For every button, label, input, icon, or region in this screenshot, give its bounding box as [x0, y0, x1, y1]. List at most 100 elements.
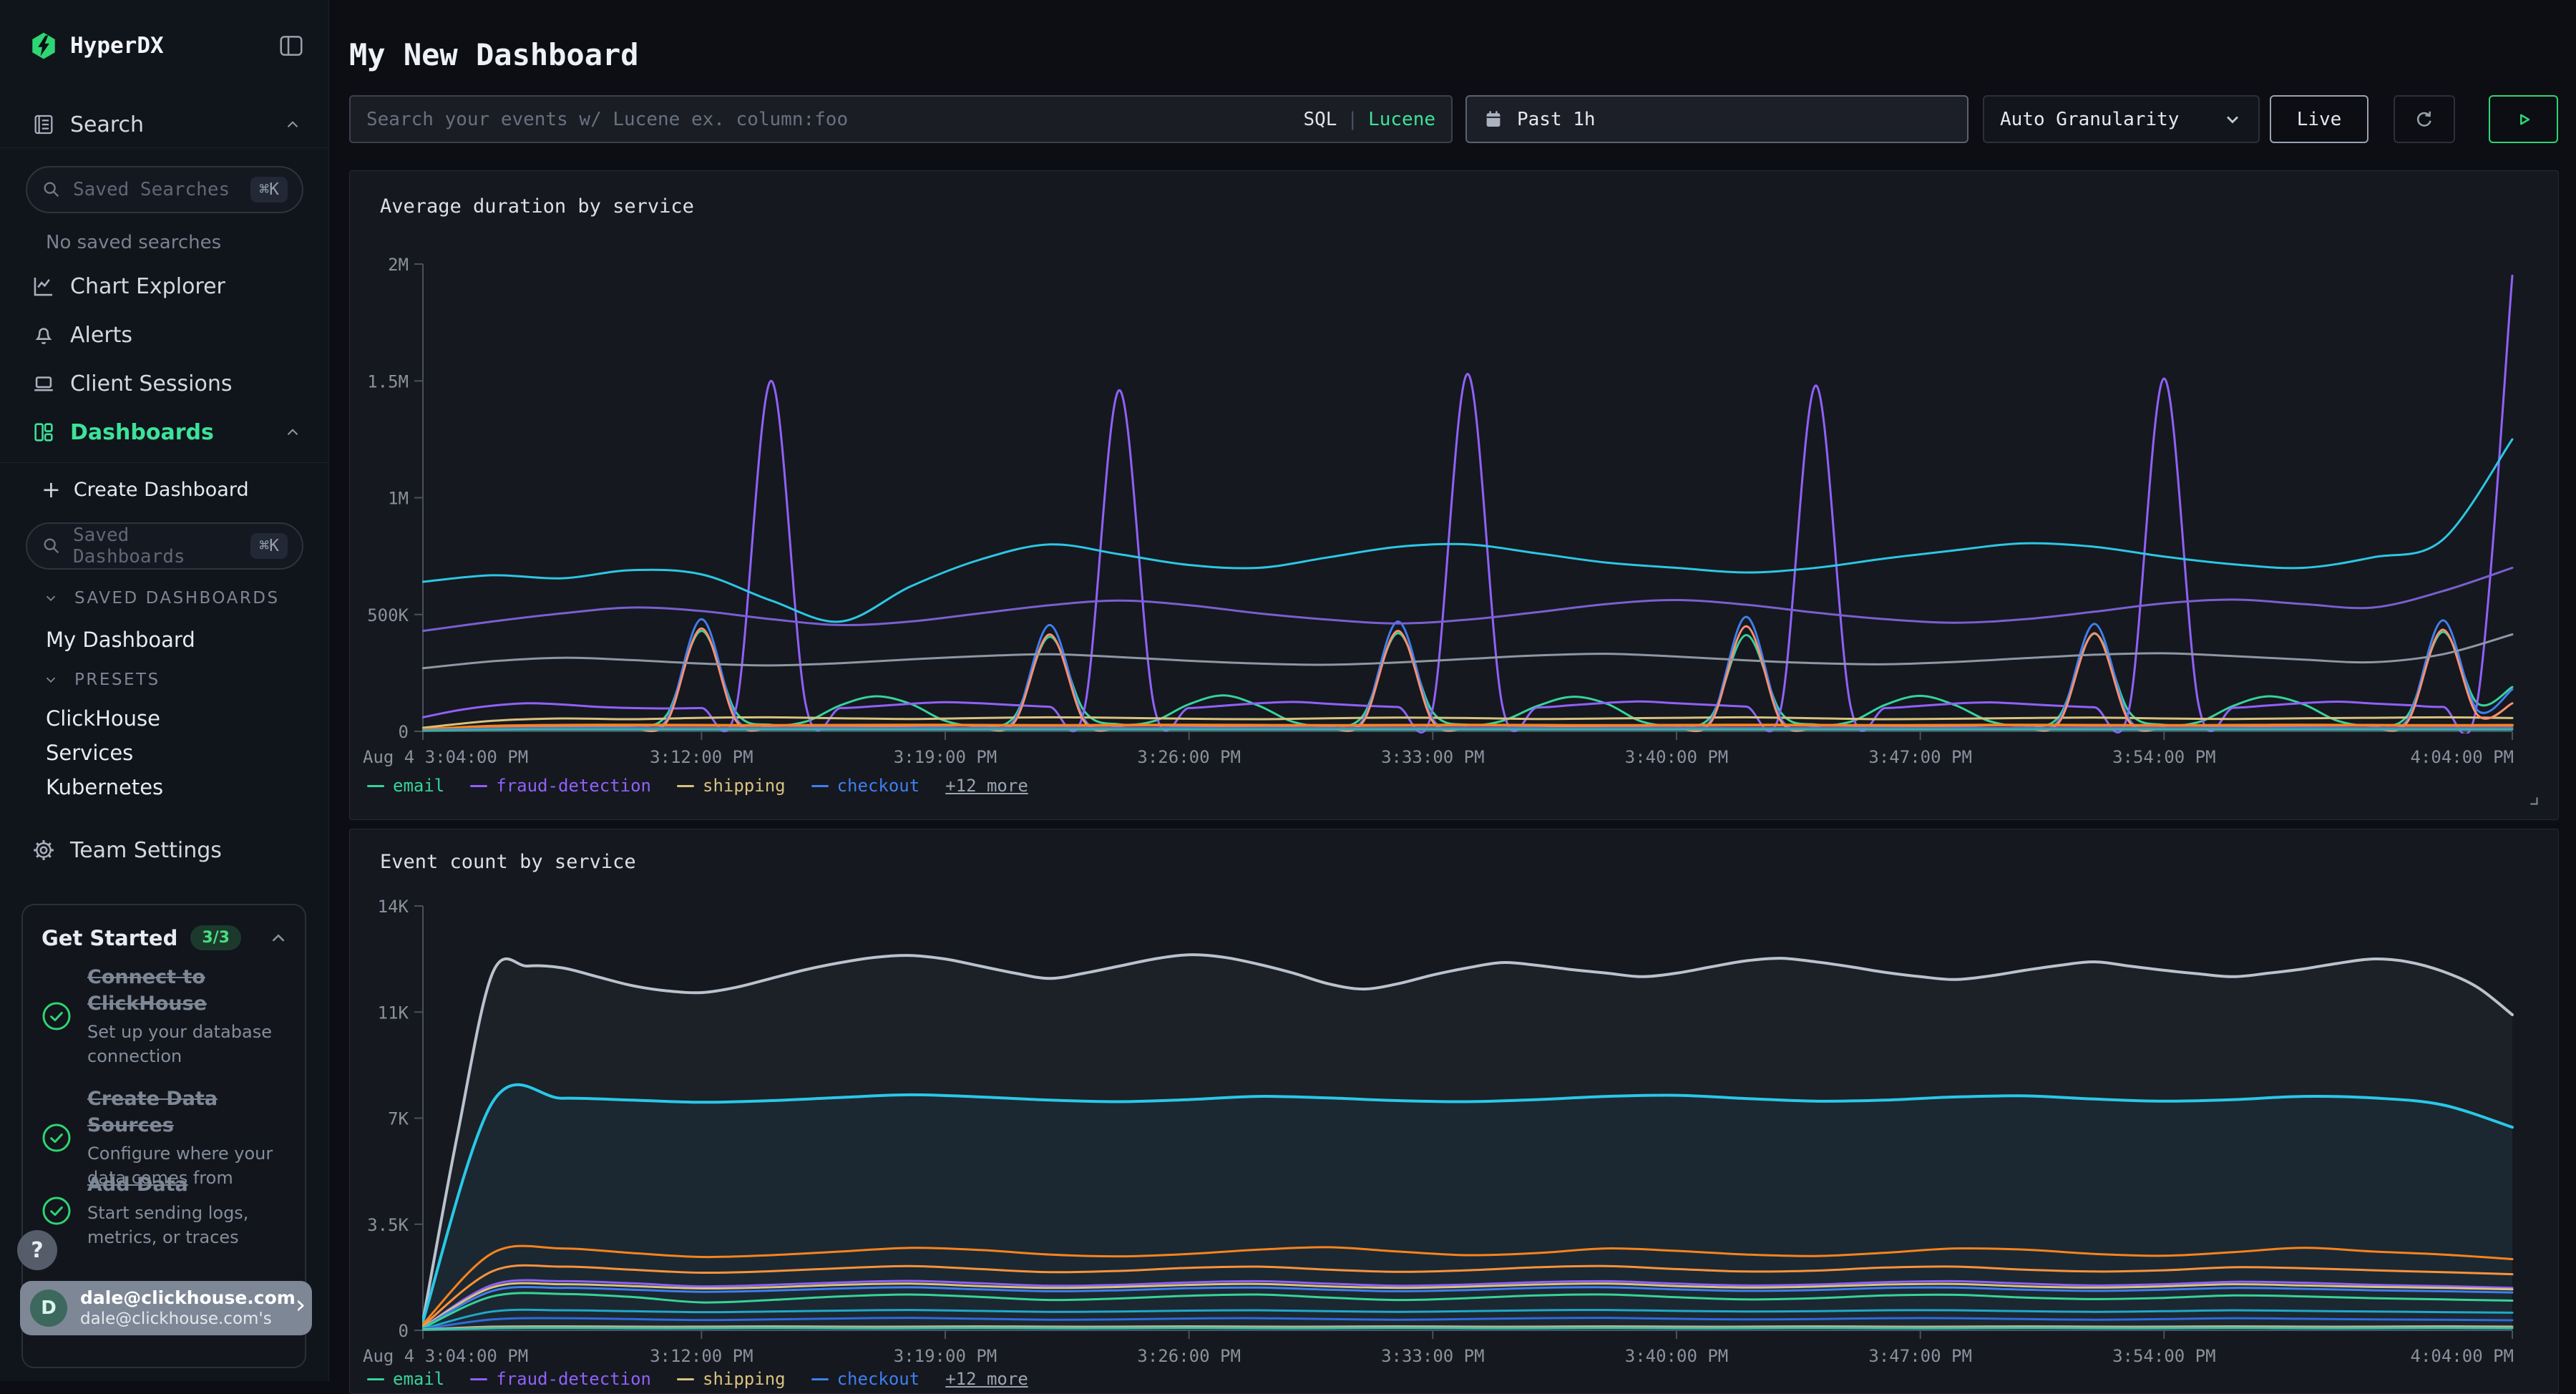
step-title: Create Data Sources	[87, 1088, 218, 1136]
svg-text:1.5M: 1.5M	[367, 371, 409, 391]
svg-text:3:47:00 PM: 3:47:00 PM	[1868, 747, 1972, 767]
granularity-select[interactable]: Auto Granularity	[1983, 95, 2260, 143]
create-dashboard-button[interactable]: + Create Dashboard	[42, 476, 249, 503]
check-circle-icon	[42, 1123, 72, 1153]
legend-item[interactable]: email	[367, 776, 444, 796]
help-button[interactable]: ?	[17, 1230, 57, 1270]
sidebar-item-services[interactable]: Services	[0, 737, 329, 769]
dashboard-link-label: My Dashboard	[46, 628, 195, 652]
legend-more-link[interactable]: +12 more	[945, 1369, 1028, 1389]
get-started-header[interactable]: Get Started 3/3	[42, 925, 289, 950]
time-range-picker[interactable]: Past 1h	[1465, 95, 1968, 143]
svg-text:3:54:00 PM: 3:54:00 PM	[2112, 747, 2216, 767]
sql-mode-toggle[interactable]: SQL	[1303, 108, 1337, 130]
sidebar-item-clickhouse[interactable]: ClickHouse	[0, 703, 329, 734]
chevron-down-icon	[43, 590, 59, 606]
svg-text:3:12:00 PM: 3:12:00 PM	[650, 747, 753, 767]
svg-text:Aug 4 3:04:00 PM: Aug 4 3:04:00 PM	[363, 747, 528, 767]
step-title: Add Data	[87, 1174, 188, 1196]
chart-line-icon	[31, 274, 56, 298]
chart-legend: email fraud-detection shipping checkout +12 …	[367, 1369, 1028, 1389]
search-icon	[42, 536, 62, 556]
calendar-icon	[1483, 109, 1504, 130]
svg-text:3:40:00 PM: 3:40:00 PM	[1625, 1346, 1729, 1366]
legend-item[interactable]: checkout	[811, 1369, 919, 1389]
preset-link-label: Kubernetes	[46, 775, 164, 799]
legend-item[interactable]: fraud-detection	[470, 1369, 651, 1389]
chart-panel-event-count: 14K 11K 7K 3.5K 0 Aug 4 3:04:00 PM 3:12:00 PM 3…	[349, 829, 2559, 1394]
svg-text:3:26:00 PM: 3:26:00 PM	[1137, 1346, 1241, 1366]
saved-dashboards-placeholder: Saved Dashboards	[73, 525, 185, 567]
saved-dashboards-input[interactable]: Saved Dashboards ⌘K	[26, 522, 303, 570]
chevron-up-icon	[283, 115, 302, 134]
event-search-placeholder: Search your events w/ Lucene ex. column:…	[366, 108, 849, 130]
get-started-step-sources[interactable]: Create Data Sources Configure where your…	[42, 1086, 291, 1190]
chart-canvas[interactable]: 2M 1.5M 1M 500K 0 Aug 4 3:04:00 PM 3:12:00 PM 3…	[350, 171, 2559, 820]
legend-item[interactable]: email	[367, 1369, 444, 1389]
sidebar-item-team-settings[interactable]: Team Settings	[0, 833, 329, 867]
live-button[interactable]: Live	[2270, 95, 2368, 143]
preset-link-label: ClickHouse	[46, 706, 160, 731]
saved-searches-placeholder: Saved Searches	[73, 179, 230, 200]
legend-item[interactable]: shipping	[677, 776, 786, 796]
svg-text:7K: 7K	[388, 1109, 409, 1129]
divider	[0, 147, 328, 148]
sidebar-item-my-dashboard[interactable]: My Dashboard	[0, 624, 329, 655]
svg-text:11K: 11K	[378, 1003, 409, 1023]
chart-legend: email fraud-detection shipping checkout +12 …	[367, 776, 1028, 796]
svg-text:3:12:00 PM: 3:12:00 PM	[650, 1346, 753, 1366]
no-saved-searches-text: No saved searches	[46, 232, 222, 253]
get-started-step-connect[interactable]: Connect to ClickHouse Set up your databa…	[42, 964, 291, 1068]
user-menu[interactable]: D dale@clickhouse.com dale@clickhouse.co…	[20, 1281, 312, 1335]
avatar: D	[30, 1290, 67, 1327]
resize-handle-icon[interactable]	[2525, 792, 2541, 808]
shortcut-badge: ⌘K	[250, 533, 288, 559]
sidebar-item-alerts[interactable]: Alerts	[0, 318, 329, 352]
svg-text:3:33:00 PM: 3:33:00 PM	[1381, 1346, 1485, 1366]
svg-text:500K: 500K	[367, 605, 409, 625]
sidebar-item-kubernetes[interactable]: Kubernetes	[0, 771, 329, 803]
svg-text:3:33:00 PM: 3:33:00 PM	[1381, 747, 1485, 767]
sidebar-item-search[interactable]: Search	[0, 107, 329, 142]
chart-panel-average-duration: 2M 1.5M 1M 500K 0 Aug 4 3:04:00 PM 3:12:00 PM 3…	[349, 170, 2559, 820]
get-started-step-add-data[interactable]: Add Data Start sending logs, metrics, or…	[42, 1171, 291, 1249]
legend-item[interactable]: fraud-detection	[470, 776, 651, 796]
section-header-label: SAVED DASHBOARDS	[74, 589, 280, 608]
lucene-mode-toggle[interactable]: Lucene	[1368, 108, 1435, 130]
sidebar-item-client-sessions[interactable]: Client Sessions	[0, 366, 329, 401]
svg-text:3:19:00 PM: 3:19:00 PM	[894, 1346, 997, 1366]
sidebar-item-dashboards[interactable]: Dashboards	[0, 415, 329, 449]
svg-text:3:40:00 PM: 3:40:00 PM	[1625, 747, 1729, 767]
legend-item[interactable]: checkout	[811, 776, 919, 796]
help-question-mark: ?	[31, 1237, 44, 1263]
check-circle-icon	[42, 1001, 72, 1031]
saved-searches-input[interactable]: Saved Searches ⌘K	[26, 166, 303, 213]
refresh-button[interactable]	[2394, 95, 2455, 143]
play-icon	[2513, 109, 2534, 130]
preset-link-label: Services	[46, 741, 134, 765]
svg-text:4:04:00 PM: 4:04:00 PM	[2411, 747, 2514, 767]
search-icon	[42, 180, 62, 200]
svg-text:3.5K: 3.5K	[367, 1215, 409, 1235]
sidebar: HyperDX Search Saved Searches ⌘K No save…	[0, 0, 329, 1381]
svg-text:1M: 1M	[388, 489, 409, 509]
legend-more-link[interactable]: +12 more	[945, 776, 1028, 796]
dashboard-grid-icon	[31, 420, 56, 444]
presets-header[interactable]: PRESETS	[0, 667, 329, 693]
sidebar-item-label: Dashboards	[70, 419, 214, 445]
collapse-sidebar-icon[interactable]	[278, 32, 305, 59]
logo[interactable]: HyperDX	[0, 29, 329, 63]
step-desc: Start sending logs, metrics, or traces	[87, 1203, 249, 1247]
chevron-up-icon	[283, 423, 302, 442]
run-query-button[interactable]	[2489, 95, 2558, 143]
journal-icon	[31, 112, 56, 137]
saved-dashboards-header[interactable]: SAVED DASHBOARDS	[0, 585, 329, 611]
step-desc: Set up your database connection	[87, 1022, 272, 1066]
chart-canvas[interactable]: 14K 11K 7K 3.5K 0 Aug 4 3:04:00 PM 3:12:00 PM 3…	[350, 829, 2559, 1382]
event-search-input[interactable]: Search your events w/ Lucene ex. column:…	[349, 95, 1453, 143]
sidebar-item-label: Search	[70, 112, 145, 137]
legend-item[interactable]: shipping	[677, 1369, 786, 1389]
sidebar-item-chart-explorer[interactable]: Chart Explorer	[0, 269, 329, 303]
sidebar-item-label: Alerts	[70, 322, 133, 348]
svg-text:2M: 2M	[388, 255, 409, 275]
